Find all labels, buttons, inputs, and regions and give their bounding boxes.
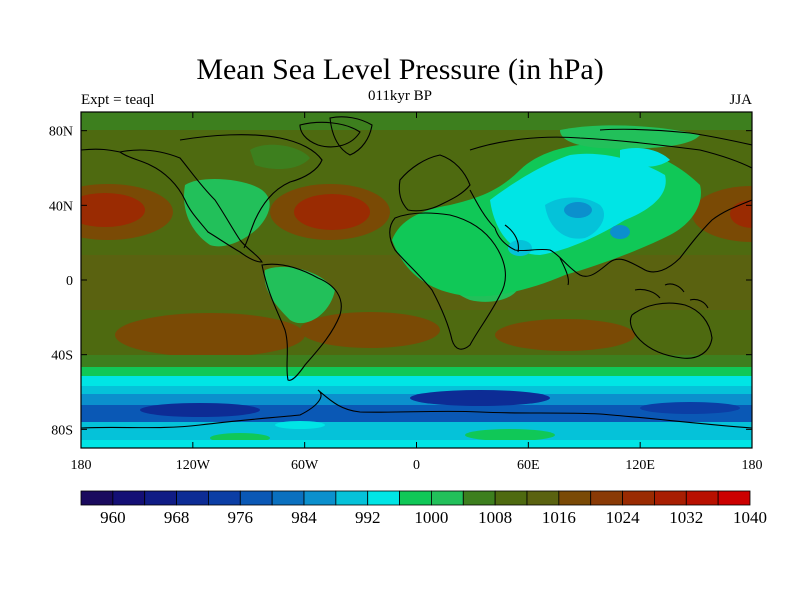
lon-tick-label: 120E — [625, 458, 655, 473]
lon-tick-label: 60E — [517, 458, 540, 473]
colorbar-swatch — [335, 490, 369, 506]
colorbar-label: 1000 — [414, 508, 448, 527]
lon-tick-label: 180 — [742, 458, 763, 473]
colorbar-label: 1040 — [733, 508, 767, 527]
lat-tick-label: 40S — [51, 349, 73, 364]
colorbar-label: 968 — [164, 508, 190, 527]
colorbar-label: 1024 — [606, 508, 641, 527]
colorbar-swatch — [239, 490, 273, 506]
lat-tick-label: 80S — [51, 423, 73, 438]
colorbar-swatch — [144, 490, 177, 506]
colorbar-swatch — [208, 490, 241, 506]
lon-tick-label: 0 — [413, 458, 420, 473]
colorbar-label: 976 — [228, 508, 254, 527]
colorbar-swatch — [462, 490, 496, 506]
lon-tick-label: 120W — [176, 458, 211, 473]
colorbar-swatch — [271, 490, 305, 506]
season-label: JJA — [729, 92, 752, 108]
colorbar-swatch — [112, 490, 146, 506]
colorbar-swatch — [80, 490, 114, 506]
colorbar-label: 1016 — [542, 508, 576, 527]
colorbar-swatch — [494, 490, 528, 506]
lat-tick-label: 80N — [49, 125, 73, 140]
lon-tick-label: 180 — [71, 458, 92, 473]
colorbar-swatch — [590, 490, 623, 506]
colorbar-swatch — [654, 490, 687, 506]
experiment-label: Expt = teaql — [81, 92, 155, 108]
colorbar-swatch — [367, 490, 400, 506]
map-title: Mean Sea Level Pressure (in hPa) — [196, 53, 604, 86]
colorbar-swatch — [431, 490, 464, 506]
colorbar: 960 968 976 984 992 1000 1008 1016 1024 1032 1040 — [80, 490, 767, 527]
colorbar-label: 1008 — [478, 508, 512, 527]
colorbar-swatch — [303, 490, 337, 506]
colorbar-label: 984 — [291, 508, 317, 527]
lat-tick-label: 0 — [66, 274, 73, 289]
colorbar-swatch — [176, 490, 209, 506]
colorbar-label: 992 — [355, 508, 381, 527]
colorbar-swatch — [399, 490, 432, 506]
coastlines — [81, 116, 752, 429]
colorbar-label: 1032 — [669, 508, 703, 527]
period-label: 011kyr BP — [367, 88, 433, 104]
colorbar-swatch — [526, 490, 560, 506]
lon-tick-label: 60W — [291, 458, 319, 473]
pressure-field — [81, 112, 752, 448]
lat-tick-label: 40N — [49, 199, 73, 214]
colorbar-swatch — [558, 490, 592, 506]
colorbar-swatch — [685, 490, 719, 506]
colorbar-swatch — [717, 490, 751, 506]
colorbar-label: 960 — [100, 508, 126, 527]
colorbar-swatch — [622, 490, 655, 506]
axis-ticks: 180 120W 60W 0 60E 120E 180 80N 40N 0 40S 80S — [49, 112, 763, 473]
